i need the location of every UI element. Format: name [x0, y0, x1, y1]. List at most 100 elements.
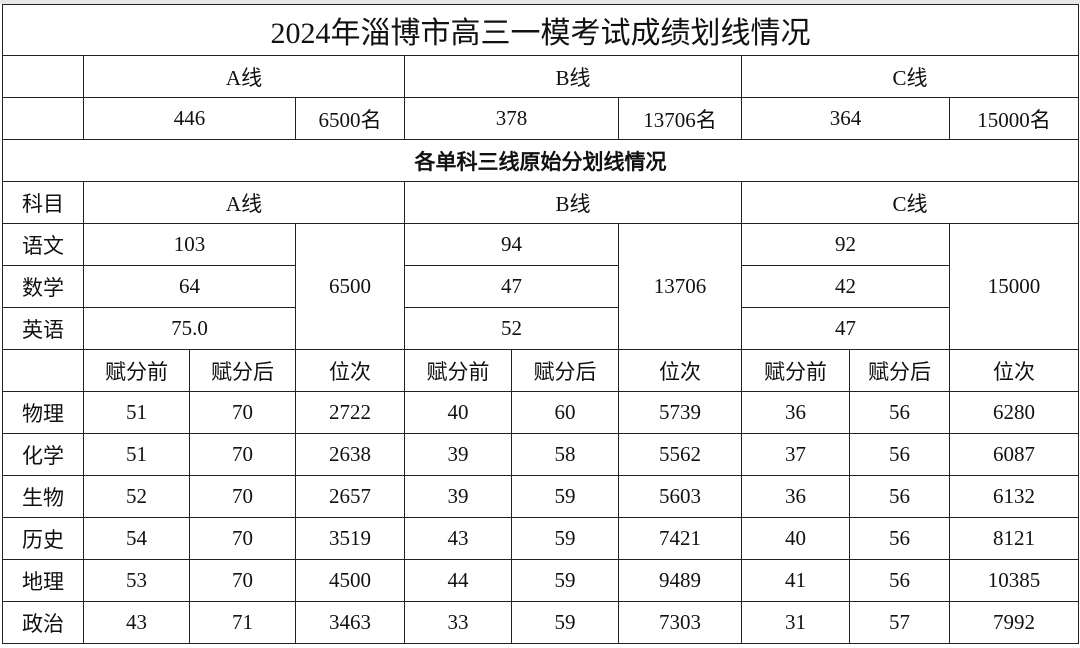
c-score: 47	[741, 307, 950, 350]
cell-value: 51	[83, 391, 190, 434]
table-row: 化学 51 70 2638 39 58 5562 37 56 6087	[2, 433, 1080, 476]
b-score: 47	[404, 265, 619, 308]
page-title: 2024年淄博市高三一模考试成绩划线情况	[1, 4, 1080, 56]
cell-value: 58	[511, 433, 619, 476]
cell-value: 36	[741, 475, 850, 518]
line-score-row: 446 6500名 378 13706名 364 15000名	[2, 97, 1080, 140]
cell-value: 70	[189, 475, 296, 518]
a-rank: 6500	[295, 223, 405, 350]
subject-name: 语文	[2, 223, 84, 266]
table-row: 生物 52 70 2657 39 59 5603 36 56 6132	[2, 475, 1080, 518]
line-a-label: A线	[83, 181, 405, 224]
cell-value: 57	[849, 601, 950, 644]
col-header: 位次	[295, 349, 405, 392]
cell-value: 33	[404, 601, 512, 644]
cell-value: 7303	[618, 601, 742, 644]
cell-value: 43	[83, 601, 190, 644]
col-header: 赋分后	[189, 349, 296, 392]
line-b-label: B线	[404, 55, 742, 98]
cell-value: 39	[404, 475, 512, 518]
b-rank: 13706	[618, 223, 742, 350]
cell-value: 56	[849, 475, 950, 518]
subject-name: 政治	[2, 601, 84, 644]
cell-value: 2722	[295, 391, 405, 434]
line-b-score: 378	[404, 97, 619, 140]
cell-value: 70	[189, 559, 296, 602]
a-score: 103	[83, 223, 296, 266]
cell-value: 36	[741, 391, 850, 434]
col-header: 赋分前	[404, 349, 512, 392]
line-b-rank: 13706名	[618, 97, 742, 140]
score-table: 2024年淄博市高三一模考试成绩划线情况 A线 B线 C线 446 6500名 …	[1, 4, 1080, 644]
cell-value: 70	[189, 433, 296, 476]
line-b-label: B线	[404, 181, 742, 224]
cell-value: 56	[849, 391, 950, 434]
subject-name: 英语	[2, 307, 84, 350]
line-a-label: A线	[83, 55, 405, 98]
table-row: 数学 64 47 42	[2, 265, 1079, 308]
cell-value: 40	[741, 517, 850, 560]
cell-value: 60	[511, 391, 619, 434]
a-score: 75.0	[83, 307, 296, 350]
cell-value: 2657	[295, 475, 405, 518]
cell-value: 7421	[618, 517, 742, 560]
cell-value: 44	[404, 559, 512, 602]
c-score: 42	[741, 265, 950, 308]
cell-value: 52	[83, 475, 190, 518]
cell-value: 37	[741, 433, 850, 476]
subject-name: 化学	[2, 433, 84, 476]
cell-value: 59	[511, 601, 619, 644]
cell-value: 56	[849, 517, 950, 560]
line-c-label: C线	[740, 55, 1080, 98]
line-a-rank: 6500名	[295, 97, 405, 140]
subject-name: 生物	[2, 475, 84, 518]
cell-value: 59	[511, 559, 619, 602]
cell-value: 56	[849, 433, 950, 476]
col-header: 位次	[948, 349, 1080, 392]
cell-value: 31	[741, 601, 850, 644]
cell-value: 5739	[618, 391, 742, 434]
cell-value: 3463	[295, 601, 405, 644]
cell-value: 6132	[948, 475, 1080, 518]
cell-value: 6087	[948, 433, 1080, 476]
b-score: 52	[404, 307, 619, 350]
line-a-score: 446	[83, 97, 296, 140]
subject-header: 科目	[2, 181, 84, 224]
empty-cell	[2, 349, 84, 392]
col-header: 赋分后	[511, 349, 619, 392]
cell-value: 70	[189, 391, 296, 434]
cell-value: 43	[404, 517, 512, 560]
empty-cell	[2, 97, 84, 140]
cell-value: 56	[849, 559, 950, 602]
table-row: 历史 54 70 3519 43 59 7421 40 56 8121	[2, 517, 1080, 560]
cell-value: 5562	[618, 433, 742, 476]
cell-value: 5603	[618, 475, 742, 518]
cell-value: 10385	[948, 559, 1080, 602]
table-row: 语文 103 6500 94 13706 92 15000	[2, 223, 1080, 350]
cell-value: 2638	[295, 433, 405, 476]
subject-name: 物理	[2, 391, 84, 434]
col-header: 赋分前	[741, 349, 850, 392]
cell-value: 4500	[295, 559, 405, 602]
cell-value: 40	[404, 391, 512, 434]
col-header: 赋分后	[849, 349, 950, 392]
subject-name: 地理	[2, 559, 84, 602]
cell-value: 59	[511, 475, 619, 518]
top-strip	[0, 0, 1080, 4]
cell-value: 59	[511, 517, 619, 560]
table-row: 地理 53 70 4500 44 59 9489 41 56 10385	[2, 559, 1080, 602]
cell-value: 8121	[948, 517, 1080, 560]
cell-value: 41	[741, 559, 850, 602]
line-c-label: C线	[740, 181, 1080, 224]
c-rank: 15000	[948, 223, 1080, 350]
cell-value: 39	[404, 433, 512, 476]
cell-value: 71	[189, 601, 296, 644]
cell-value: 9489	[618, 559, 742, 602]
c-score: 92	[741, 223, 950, 266]
col-header: 赋分前	[83, 349, 190, 392]
table-row: 政治 43 71 3463 33 59 7303 31 57 7992	[2, 601, 1080, 644]
subject-header-row: 科目 A线 B线 C线	[2, 181, 1080, 224]
cell-value: 7992	[948, 601, 1080, 644]
section-subtitle: 各单科三线原始分划线情况	[1, 139, 1080, 182]
cell-value: 3519	[295, 517, 405, 560]
